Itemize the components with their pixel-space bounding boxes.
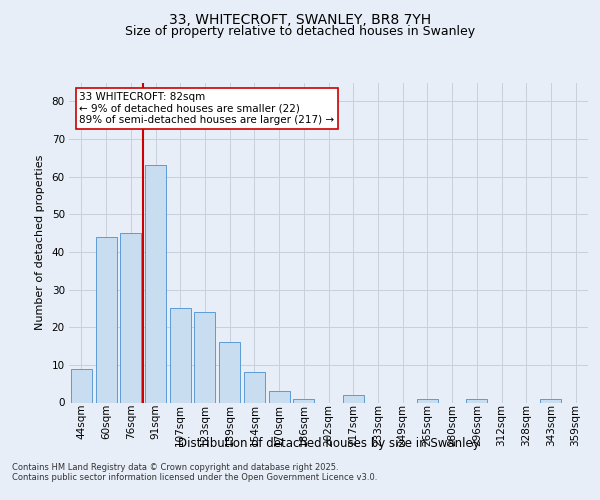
Bar [417,398,438,402]
Bar [194,312,215,402]
Text: 33, WHITECROFT, SWANLEY, BR8 7YH: 33, WHITECROFT, SWANLEY, BR8 7YH [169,12,431,26]
Text: 33 WHITECROFT: 82sqm
← 9% of detached houses are smaller (22)
89% of semi-detach: 33 WHITECROFT: 82sqm ← 9% of detached ho… [79,92,335,126]
Bar [95,237,116,402]
Text: Distribution of detached houses by size in Swanley: Distribution of detached houses by size … [178,438,479,450]
Bar [541,398,562,402]
Bar [120,233,141,402]
Bar [269,391,290,402]
Bar [244,372,265,402]
Text: Contains HM Land Registry data © Crown copyright and database right 2025.
Contai: Contains HM Land Registry data © Crown c… [12,462,377,482]
Bar [170,308,191,402]
Bar [145,166,166,402]
Bar [71,368,92,402]
Bar [219,342,240,402]
Bar [293,398,314,402]
Bar [466,398,487,402]
Y-axis label: Number of detached properties: Number of detached properties [35,155,45,330]
Bar [343,395,364,402]
Text: Size of property relative to detached houses in Swanley: Size of property relative to detached ho… [125,25,475,38]
